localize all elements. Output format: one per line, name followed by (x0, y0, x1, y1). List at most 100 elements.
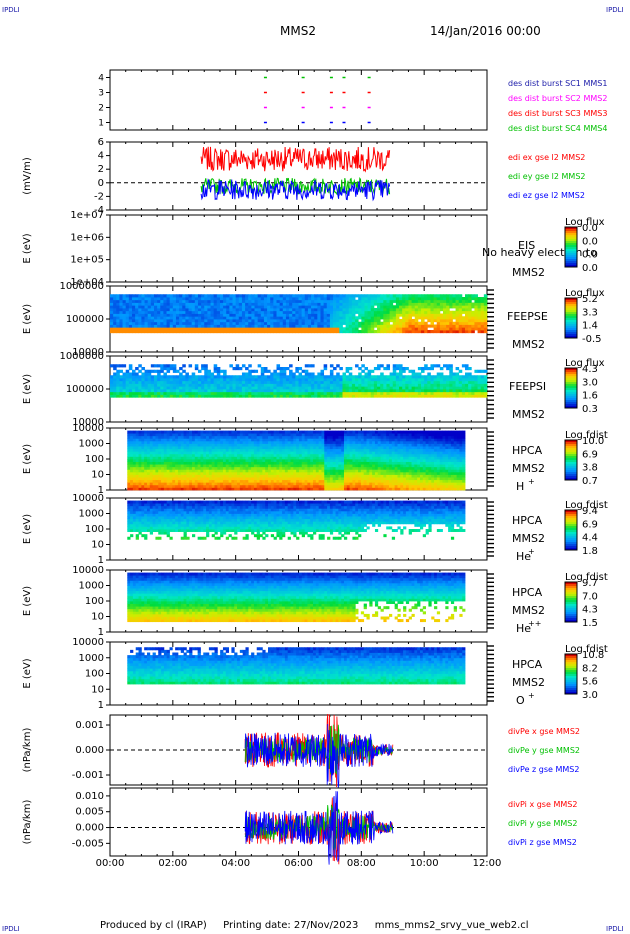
heatmap-cell (389, 324, 394, 328)
heatmap-cell (237, 474, 241, 478)
heatmap-cell (282, 394, 287, 398)
heatmap-cell (273, 389, 277, 393)
heatmap-cell (239, 469, 244, 473)
heatmap-cell (324, 474, 328, 478)
colorbar-cell (565, 376, 577, 379)
heatmap-cell (298, 308, 303, 312)
heatmap-cell (203, 430, 207, 434)
heatmap-cell (235, 375, 240, 379)
heatmap-cell (220, 487, 224, 491)
heatmap-cell (282, 316, 287, 320)
heatmap-cell (427, 375, 431, 379)
heatmap-cell (430, 324, 434, 328)
heatmap-cell (399, 330, 403, 334)
heatmap-cell (370, 299, 375, 303)
heatmap-cell (175, 479, 179, 483)
heatmap-cell (201, 299, 205, 303)
heatmap-cell (326, 394, 331, 398)
heatmap-cell (298, 446, 303, 450)
heatmap-cell (239, 471, 244, 475)
heatmap-cell (226, 327, 230, 331)
heatmap-cell (194, 321, 199, 325)
heatmap-cell (188, 394, 193, 398)
heatmap-cell (144, 477, 148, 481)
heatmap-cell (336, 327, 340, 331)
heatmap-cell (128, 305, 133, 309)
heatmap-cell (295, 330, 299, 334)
heatmap-cell (135, 459, 139, 462)
heatmap-cell (228, 433, 232, 437)
heatmap-cell (208, 471, 213, 475)
heatmap-cell (192, 466, 196, 470)
heatmap-cell (197, 477, 201, 481)
heatmap-cell (152, 464, 156, 468)
heatmap-cell (253, 469, 258, 473)
heatmap-cell (367, 321, 372, 325)
heatmap-cell (449, 313, 453, 317)
heatmap-cell (245, 321, 249, 325)
heatmap-cell (110, 380, 114, 384)
heatmap-cell (433, 324, 438, 328)
heatmap-cell (348, 394, 353, 398)
heatmap-cell (206, 433, 210, 437)
heatmap-cell (279, 433, 283, 437)
heatmap-cell (207, 324, 211, 328)
heatmap-cell (298, 435, 303, 439)
heatmap-cell (298, 394, 303, 398)
heatmap-cell (304, 433, 308, 437)
heatmap-cell (471, 297, 475, 301)
heatmap-cell (185, 389, 189, 393)
heatmap-cell (342, 299, 347, 303)
heatmap-cell (153, 378, 158, 382)
heatmap-cell (267, 369, 271, 373)
heatmap-cell (204, 305, 208, 309)
heatmap-cell (298, 440, 303, 444)
heatmap-cell (152, 474, 156, 478)
heatmap-cell (317, 327, 321, 331)
colorbar-cell (565, 247, 577, 250)
heatmap-cell (483, 299, 488, 303)
heatmap-cell (231, 430, 235, 434)
heatmap-cell (251, 484, 255, 488)
colorbar-cell (565, 378, 577, 381)
heatmap-cell (313, 471, 317, 475)
heatmap-cell (263, 330, 268, 334)
heatmap-cell (229, 299, 233, 303)
heatmap-cell (329, 324, 334, 328)
heatmap-cell (421, 375, 425, 379)
heatmap-cell (234, 448, 238, 452)
heatmap-cell (273, 330, 277, 334)
heatmap-cell (304, 459, 308, 462)
heatmap-cell (296, 440, 300, 444)
heatmap-cell (228, 487, 232, 491)
heatmap-cell (251, 430, 255, 434)
heatmap-cell (189, 459, 193, 462)
heatmap-cell (287, 433, 291, 437)
heatmap-cell (276, 294, 281, 298)
heatmap-cell (138, 364, 142, 368)
heatmap-cell (138, 464, 142, 468)
colorbar-cell (565, 382, 577, 385)
heatmap-cell (113, 375, 117, 379)
heatmap-cell (446, 389, 450, 393)
heatmap-cell (127, 461, 131, 465)
heatmap-cell (307, 386, 312, 390)
heatmap-cell (194, 466, 199, 470)
heatmap-cell (298, 389, 303, 393)
heatmap-cell (465, 324, 469, 328)
heatmap-cell (158, 471, 162, 475)
heatmap-cell (232, 319, 237, 323)
heatmap-cell (273, 321, 277, 325)
heatmap-cell (152, 479, 156, 483)
heatmap-cell (351, 386, 356, 390)
heatmap-cell (367, 378, 372, 382)
heatmap-cell (241, 302, 246, 306)
heatmap-cell (138, 461, 142, 465)
heatmap-cell (262, 477, 266, 481)
heatmap-cell (197, 321, 202, 325)
heatmap-cell (259, 448, 263, 452)
heatmap-cell (260, 316, 265, 320)
heatmap-cell (287, 443, 291, 447)
heatmap-cell (248, 302, 252, 306)
heatmap-cell (402, 305, 406, 309)
